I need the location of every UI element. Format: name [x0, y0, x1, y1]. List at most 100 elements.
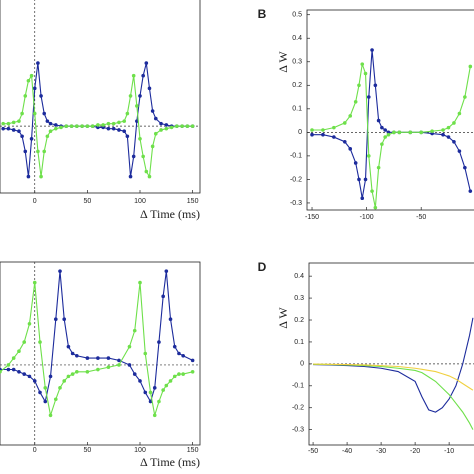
data-point — [58, 386, 62, 390]
data-point — [11, 120, 16, 125]
y-tick-label: 0.2 — [294, 317, 304, 324]
data-point — [147, 174, 152, 179]
data-point — [39, 94, 43, 98]
data-point — [348, 114, 353, 118]
data-point — [177, 351, 181, 356]
data-point — [310, 128, 314, 132]
y-tick-label: -0.3 — [292, 426, 304, 433]
data-point — [172, 344, 177, 349]
plot-area — [1, 61, 195, 179]
x-tick-label: -40 — [342, 448, 352, 455]
data-point — [62, 379, 67, 383]
x-tick-label: -20 — [410, 448, 420, 455]
y-tick-label: -0.3 — [290, 200, 302, 207]
y-tick-label: 0.2 — [292, 82, 302, 89]
data-point — [141, 73, 145, 78]
data-point — [1, 121, 5, 126]
data-point — [38, 390, 42, 395]
data-point — [38, 340, 42, 344]
data-point — [66, 344, 71, 349]
data-point — [132, 372, 137, 376]
x-tick-label: -100 — [360, 214, 374, 221]
y-tick-label: 0.4 — [292, 35, 302, 42]
y-tick-label: 0.3 — [294, 295, 304, 302]
data-point — [452, 139, 456, 144]
data-point — [48, 129, 53, 134]
data-point — [117, 128, 121, 132]
data-point — [20, 134, 24, 139]
data-point — [383, 128, 387, 132]
data-point — [29, 73, 34, 78]
data-point — [85, 356, 90, 360]
data-point — [152, 413, 157, 418]
data-point — [32, 280, 37, 285]
data-point — [138, 280, 142, 285]
data-point — [90, 124, 95, 128]
data-point — [150, 109, 155, 113]
data-point — [53, 126, 58, 131]
data-point — [457, 149, 462, 153]
data-point — [143, 390, 148, 395]
data-point — [125, 134, 130, 139]
x-tick-label: 150 — [187, 198, 199, 205]
data-point — [85, 370, 90, 374]
data-point — [75, 353, 79, 358]
data-point — [39, 174, 43, 179]
data-point — [141, 154, 145, 159]
data-point — [164, 269, 169, 273]
data-point — [17, 119, 21, 123]
data-point — [59, 125, 63, 130]
data-point — [70, 372, 75, 376]
data-point — [6, 367, 11, 372]
data-point — [190, 358, 195, 363]
data-point — [161, 294, 165, 299]
data-point — [152, 386, 157, 390]
data-point — [157, 399, 161, 404]
data-point — [106, 365, 111, 370]
data-point — [11, 128, 16, 132]
data-point — [122, 119, 127, 123]
data-point — [332, 125, 336, 130]
data-point — [159, 128, 163, 132]
y-axis-label: Δ W — [276, 307, 290, 329]
x-tick-label: 0 — [33, 198, 37, 205]
plot-area — [313, 317, 474, 430]
data-point — [43, 386, 48, 390]
y-tick-label: 0.3 — [292, 59, 302, 66]
data-point — [23, 94, 28, 98]
data-point — [363, 177, 368, 182]
data-point — [148, 399, 153, 404]
data-point — [332, 135, 336, 139]
data-point — [128, 94, 133, 98]
data-point — [366, 154, 371, 158]
data-point — [58, 269, 62, 273]
panel-label: D — [258, 260, 267, 274]
data-point — [66, 374, 71, 379]
data-point — [135, 104, 139, 108]
data-point — [138, 379, 142, 383]
data-point — [383, 135, 387, 139]
data-point — [53, 317, 58, 321]
data-point — [106, 356, 111, 360]
data-point — [117, 363, 121, 367]
data-point — [117, 358, 121, 363]
data-point — [360, 196, 365, 201]
data-point — [150, 144, 155, 149]
x-tick-label: 150 — [187, 447, 199, 454]
data-point — [408, 130, 413, 135]
data-point — [181, 353, 185, 358]
data-point — [430, 129, 434, 133]
data-point — [96, 367, 100, 372]
data-point — [64, 124, 69, 128]
data-point — [1, 126, 5, 131]
data-point — [85, 124, 90, 128]
data-point — [48, 413, 53, 418]
data-point — [45, 134, 50, 139]
data-point — [53, 123, 58, 127]
data-point — [11, 367, 16, 372]
data-point — [75, 370, 79, 374]
data-point — [143, 351, 148, 356]
data-point — [22, 372, 27, 376]
data-point — [153, 116, 158, 121]
data-point — [43, 399, 48, 404]
